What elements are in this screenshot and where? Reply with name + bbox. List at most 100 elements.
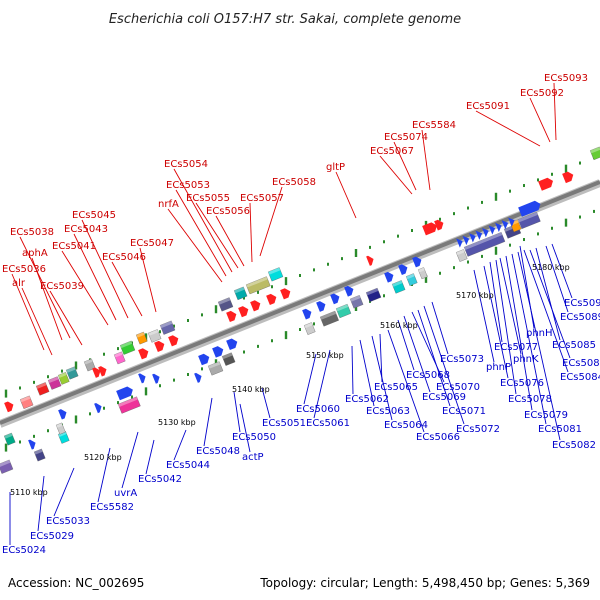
gene-arrow[interactable] <box>316 300 327 312</box>
gene-arrow[interactable] <box>198 352 211 366</box>
top-gene-label[interactable]: ECs5056 <box>206 206 250 217</box>
gene-arrow[interactable] <box>280 287 292 300</box>
gene-block[interactable] <box>463 232 506 257</box>
bottom-gene-label[interactable]: ECs5033 <box>46 516 90 527</box>
gene-arrow[interactable] <box>28 438 37 450</box>
top-gene-label[interactable]: ECs5058 <box>272 177 316 188</box>
bottom-gene-label[interactable]: ECs5079 <box>524 410 568 421</box>
bottom-gene-label[interactable]: ECs5071 <box>442 406 486 417</box>
bottom-gene-label[interactable]: phnK <box>513 354 539 365</box>
gene-block[interactable] <box>365 287 382 303</box>
bottom-gene-label[interactable]: ECs5066 <box>416 432 460 443</box>
gene-block[interactable] <box>65 366 79 380</box>
top-gene-label[interactable]: ECs5055 <box>186 193 230 204</box>
gene-block[interactable] <box>83 358 96 372</box>
bottom-gene-label[interactable]: phnP <box>486 362 511 373</box>
gene-arrow[interactable] <box>456 216 516 248</box>
gene-arrow[interactable] <box>98 365 108 377</box>
gene-arrow[interactable] <box>226 337 239 351</box>
gene-arrow[interactable] <box>366 254 375 266</box>
gene-arrow[interactable] <box>266 292 278 305</box>
gene-arrow[interactable] <box>226 309 238 323</box>
bottom-gene-label[interactable]: ECs5070 <box>436 382 480 393</box>
top-gene-label[interactable]: ECs5092 <box>520 88 564 99</box>
top-gene-label[interactable]: ECs5093 <box>544 73 588 84</box>
bottom-gene-label[interactable]: ECs5090 <box>564 298 600 309</box>
bottom-gene-label[interactable]: ECs5086 <box>562 358 600 369</box>
bottom-gene-label[interactable]: ECs5051 <box>262 418 306 429</box>
bottom-gene-label[interactable]: ECs5050 <box>232 432 276 443</box>
gene-block[interactable] <box>589 146 600 161</box>
top-gene-label[interactable]: alr <box>12 278 26 289</box>
gene-block[interactable] <box>335 303 352 319</box>
gene-arrow[interactable] <box>330 292 341 305</box>
gene-arrow[interactable] <box>250 299 262 312</box>
top-gene-label[interactable]: ECs5053 <box>166 180 210 191</box>
gene-block[interactable] <box>113 351 126 365</box>
bottom-gene-label[interactable]: ECs5073 <box>440 354 484 365</box>
gene-arrow[interactable] <box>238 305 250 318</box>
gene-block[interactable] <box>245 276 271 295</box>
bottom-gene-label[interactable]: ECs5076 <box>500 378 544 389</box>
gene-arrow[interactable] <box>58 408 68 420</box>
backbone-line[interactable] <box>0 180 600 425</box>
top-gene-label[interactable]: ECs5039 <box>40 281 84 292</box>
top-gene-label[interactable]: ECs5046 <box>102 252 146 263</box>
gene-block[interactable] <box>135 331 148 345</box>
bottom-gene-label[interactable]: ECs5089 <box>560 312 600 323</box>
gene-block[interactable] <box>159 320 176 335</box>
bottom-gene-label[interactable]: phnH <box>526 328 553 339</box>
gene-arrow[interactable] <box>562 170 575 184</box>
top-gene-label[interactable]: ECs5091 <box>466 101 510 112</box>
bottom-gene-label[interactable]: ECs5061 <box>306 418 350 429</box>
gene-arrow[interactable] <box>154 339 166 352</box>
gene-arrow[interactable] <box>4 400 15 413</box>
top-gene-label[interactable]: ECs5038 <box>10 227 54 238</box>
gene-block[interactable] <box>405 273 418 286</box>
gene-arrow[interactable] <box>138 347 150 360</box>
bottom-gene-label[interactable]: ECs5082 <box>552 440 596 451</box>
gene-block[interactable] <box>119 340 136 355</box>
bottom-gene-label[interactable]: ECs5078 <box>508 394 552 405</box>
gene-block[interactable] <box>55 422 66 435</box>
top-gene-label[interactable]: ECs5045 <box>72 210 116 221</box>
bottom-gene-label[interactable]: ECs5065 <box>374 382 418 393</box>
gene-arrow[interactable] <box>344 284 355 297</box>
top-gene-label[interactable]: ECs5074 <box>384 132 428 143</box>
gene-block[interactable] <box>233 286 248 301</box>
gene-arrow[interactable] <box>538 176 555 191</box>
bottom-gene-label[interactable]: ECs5072 <box>456 424 500 435</box>
bottom-gene-label[interactable]: ECs5063 <box>366 406 410 417</box>
gene-arrow[interactable] <box>384 270 395 283</box>
gene-arrow[interactable] <box>422 221 439 236</box>
bottom-gene-label[interactable]: ECs5024 <box>2 545 46 556</box>
gene-block[interactable] <box>349 295 364 309</box>
gene-block[interactable] <box>417 267 428 280</box>
bottom-gene-label[interactable]: ECs5042 <box>138 474 182 485</box>
gene-arrow[interactable] <box>434 218 445 231</box>
top-gene-label[interactable]: nrfA <box>158 199 179 210</box>
gene-block[interactable] <box>207 361 224 376</box>
top-gene-label[interactable]: ECs5057 <box>240 193 284 204</box>
top-gene-label[interactable]: ECs5036 <box>2 264 46 275</box>
gene-block[interactable] <box>19 395 34 409</box>
gene-block[interactable] <box>221 352 236 366</box>
top-gene-label[interactable]: ECs5067 <box>370 146 414 157</box>
gene-arrow[interactable] <box>518 199 542 217</box>
bottom-gene-label[interactable]: ECs5048 <box>196 446 240 457</box>
gene-block[interactable] <box>455 249 468 262</box>
bottom-gene-label[interactable]: ECs5081 <box>538 424 582 435</box>
bottom-gene-label[interactable]: uvrA <box>114 488 137 499</box>
gene-block[interactable] <box>117 396 141 414</box>
gene-arrow[interactable] <box>412 255 423 268</box>
gene-block[interactable] <box>33 448 46 462</box>
top-gene-label[interactable]: ECs5043 <box>64 224 108 235</box>
top-gene-label[interactable]: gltP <box>326 162 345 173</box>
gene-arrow[interactable] <box>94 402 103 414</box>
bottom-gene-label[interactable]: ECs5077 <box>494 342 538 353</box>
gene-arrow[interactable] <box>212 345 225 358</box>
gene-block[interactable] <box>147 329 162 343</box>
gene-block[interactable] <box>517 211 541 229</box>
bottom-gene-label[interactable]: ECs5085 <box>552 340 596 351</box>
gene-block[interactable] <box>391 280 406 294</box>
